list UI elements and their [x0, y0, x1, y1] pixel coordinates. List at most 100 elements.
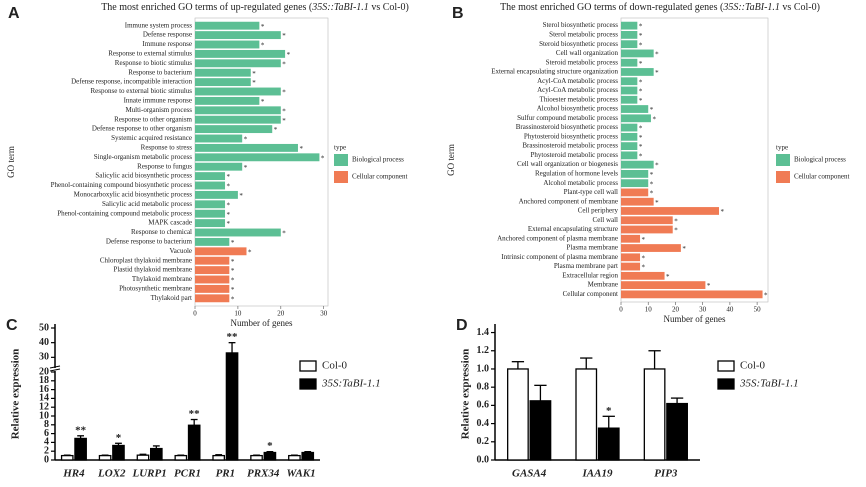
legend-swatch — [334, 171, 348, 183]
significance-label: * — [639, 125, 643, 133]
bar — [195, 115, 281, 124]
chart-title: The most enriched GO terms of down-regul… — [500, 2, 820, 13]
y-tick-label: Plastid thylakoid membrane — [113, 266, 192, 274]
legend-swatch — [776, 171, 790, 183]
significance-label: * — [674, 227, 678, 235]
x-tick-label: PR1 — [216, 468, 236, 480]
y-tick-label: Extracellular region — [562, 271, 618, 279]
significance-label: * — [261, 23, 265, 31]
error-bar — [534, 384, 547, 401]
significance-label: * — [639, 134, 643, 142]
significance-label: * — [639, 97, 643, 105]
y-tick-label: Response to bacterium — [128, 68, 192, 76]
legend-swatch — [776, 154, 790, 166]
bar — [621, 40, 638, 49]
significance-label: * — [674, 217, 678, 225]
y-tick-label: 12 — [39, 401, 49, 412]
significance-label: * — [639, 60, 643, 68]
x-tick-label: IAA19 — [582, 468, 613, 480]
significance-label: * — [267, 440, 273, 452]
bar — [643, 368, 666, 461]
bar — [621, 105, 649, 113]
bar — [174, 454, 188, 461]
bar — [621, 114, 651, 123]
bar — [225, 352, 239, 461]
legend-swatch — [299, 378, 317, 390]
significance-label: * — [274, 126, 278, 134]
bar — [195, 237, 230, 246]
legend-swatch — [717, 360, 735, 372]
significance-label: * — [639, 143, 643, 151]
bar — [187, 424, 201, 461]
legend-label: 35S:TaBI-1.1 — [321, 378, 381, 390]
y-tick-label: Membrane — [588, 281, 618, 289]
y-tick-label: Immune system process — [125, 21, 193, 29]
bar — [621, 31, 638, 39]
plot-frame — [620, 17, 769, 303]
y-tick-label: 0.0 — [477, 454, 490, 465]
legend-title: type — [776, 144, 788, 152]
bar — [621, 160, 654, 169]
significance-label: * — [642, 264, 646, 272]
y-tick-label: Cell wall — [593, 216, 619, 224]
y-tick-label: Plant-type cell wall — [564, 188, 618, 196]
bar — [195, 68, 251, 77]
significance-label: * — [321, 154, 325, 162]
y-tick-label: Alcohol metabolic process — [543, 179, 618, 187]
bar — [195, 153, 320, 162]
significance-label: * — [248, 248, 252, 256]
legend-label: Cellular component — [794, 173, 849, 181]
x-tick-label: PCR1 — [174, 468, 201, 480]
y-tick-label: Salicylic acid metabolic process — [102, 200, 192, 208]
bar — [621, 262, 641, 271]
y-tick-label: 0.8 — [477, 381, 490, 392]
bar — [195, 134, 243, 143]
bar — [288, 454, 301, 461]
bar — [621, 253, 641, 262]
bar — [60, 454, 74, 461]
significance-label: * — [655, 199, 659, 207]
x-tick-label: 30 — [320, 310, 328, 318]
y-tick-label: 6 — [44, 428, 49, 439]
significance-label: * — [261, 42, 265, 50]
significance-label: * — [282, 107, 286, 115]
y-tick-label: 1.2 — [477, 345, 490, 356]
bar — [621, 49, 654, 58]
x-tick-label: 10 — [234, 310, 242, 318]
significance-label: * — [639, 41, 643, 49]
bar — [507, 368, 529, 461]
y-tick-label: Acyl-CoA metabolic process — [537, 86, 618, 94]
legend-swatch — [334, 154, 348, 166]
y-tick-label: Cell wall organization — [556, 49, 619, 57]
bar — [195, 228, 281, 237]
significance-label: * — [655, 162, 659, 170]
legend-label: Col-0 — [322, 360, 348, 372]
significance-label: * — [282, 89, 286, 97]
significance-label: * — [227, 201, 231, 209]
axis-break-mark — [49, 368, 61, 372]
bar — [621, 68, 654, 76]
bar — [621, 151, 638, 160]
y-tick-label: 0 — [44, 454, 49, 465]
bar — [112, 444, 125, 461]
y-tick-label: 8 — [44, 419, 49, 430]
bar — [621, 225, 673, 234]
y-tick-label: Plasma membrane — [566, 244, 618, 252]
error-bar — [228, 342, 236, 353]
significance-label: * — [244, 136, 248, 144]
bar — [195, 96, 260, 105]
y-tick-label: Defense response — [143, 31, 192, 39]
significance-label: * — [252, 70, 256, 78]
y-tick-label: 30 — [39, 352, 49, 363]
y-tick-label: Immune response — [142, 40, 192, 48]
bar — [195, 200, 226, 209]
y-tick-label: Phenol-containing compound biosynthetic … — [51, 181, 193, 189]
significance-label: ** — [189, 408, 201, 420]
y-tick-label: Response to external stimulus — [108, 50, 192, 58]
significance-label: * — [650, 180, 654, 188]
y-tick-label: Response to other organism — [114, 115, 192, 123]
y-tick-label: Response to biotic stimulus — [115, 59, 192, 67]
y-tick-label: 0.4 — [477, 418, 490, 429]
bar — [621, 77, 638, 86]
bar — [301, 451, 315, 461]
